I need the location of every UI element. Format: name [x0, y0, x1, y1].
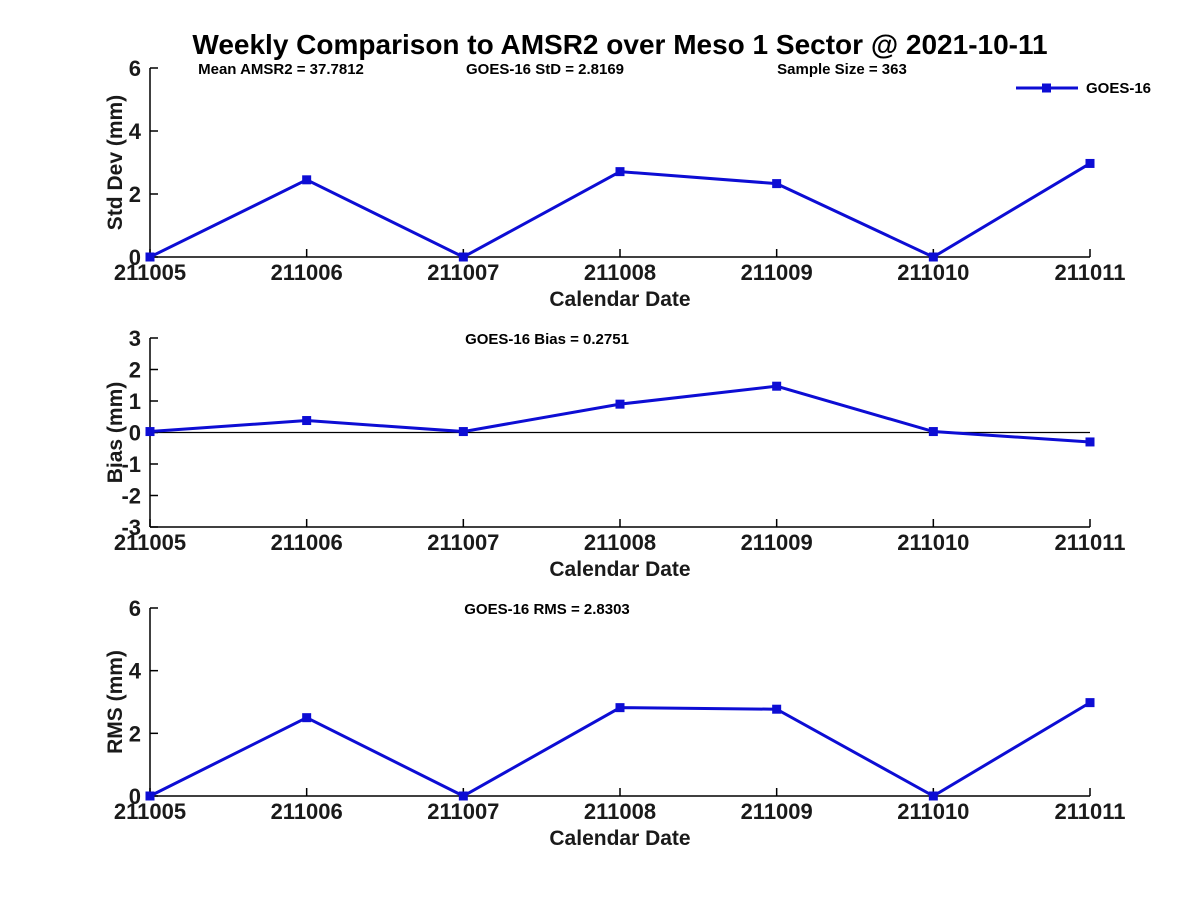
y-tick-label: 4	[129, 659, 142, 684]
y-tick-label: 0	[129, 245, 141, 270]
series-marker	[145, 252, 155, 262]
y-tick-label: 6	[129, 56, 141, 81]
x-axis-title: Calendar Date	[549, 558, 690, 581]
x-tick-label: 211010	[897, 799, 969, 824]
y-tick-label: 3	[129, 326, 141, 351]
x-tick-label: 211005	[114, 799, 186, 824]
series-marker	[928, 427, 938, 437]
legend-label: GOES-16	[1086, 79, 1152, 97]
x-tick-label: 211007	[427, 530, 499, 555]
x-tick-label: 211008	[584, 260, 656, 285]
y-axis-title: Bias (mm)	[104, 382, 127, 484]
series-marker	[145, 791, 155, 801]
annotation-text: Sample Size = 363	[777, 61, 907, 78]
legend: GOES-16	[1016, 79, 1151, 97]
annotation-text: GOES-16 Bias = 0.2751	[465, 331, 629, 348]
series-marker	[302, 416, 312, 426]
legend-line-marker-icon	[1016, 83, 1078, 93]
x-tick-label: 211005	[114, 530, 186, 555]
chart-title: Weekly Comparison to AMSR2 over Meso 1 S…	[192, 29, 1048, 60]
x-tick-label: 211007	[427, 260, 499, 285]
series-marker	[615, 703, 625, 713]
y-tick-label: 2	[129, 721, 141, 746]
y-tick-label: 4	[129, 119, 142, 144]
y-axis-title: Std Dev (mm)	[104, 95, 127, 230]
x-tick-label: 211011	[1055, 530, 1126, 555]
x-axis-title: Calendar Date	[549, 288, 690, 311]
series-marker	[928, 791, 938, 801]
series-marker	[458, 791, 468, 801]
y-axis-title: RMS (mm)	[104, 650, 127, 754]
x-tick-label: 211006	[271, 799, 343, 824]
series-marker	[772, 381, 782, 391]
series-marker	[145, 427, 155, 437]
series-marker	[458, 427, 468, 437]
x-tick-label: 211011	[1055, 799, 1126, 824]
series-marker	[1085, 158, 1095, 168]
series-marker	[772, 704, 782, 714]
series-marker	[615, 167, 625, 177]
annotation-text: Mean AMSR2 = 37.7812	[198, 61, 364, 78]
y-tick-label: 6	[129, 596, 141, 621]
series-line	[149, 701, 1091, 798]
x-tick-label: 211009	[741, 530, 813, 555]
y-tick-label: 1	[129, 389, 141, 414]
series-marker	[302, 175, 312, 185]
series-line	[149, 162, 1091, 259]
x-tick-label: 211006	[271, 530, 343, 555]
y-tick-label: 0	[129, 421, 141, 446]
series-marker	[1085, 437, 1095, 447]
x-tick-label: 211005	[114, 260, 186, 285]
y-tick-label: 2	[129, 182, 141, 207]
x-tick-label: 211007	[427, 799, 499, 824]
x-tick-label: 211006	[271, 260, 343, 285]
series-marker	[1085, 698, 1095, 708]
y-tick-label: -2	[121, 484, 141, 509]
x-tick-label: 211008	[584, 530, 656, 555]
series-marker	[302, 713, 312, 723]
y-tick-label: -1	[121, 452, 141, 477]
annotation-text: GOES-16 StD = 2.8169	[466, 61, 624, 78]
x-tick-label: 211009	[741, 260, 813, 285]
x-tick-label: 211010	[897, 260, 969, 285]
x-tick-label: 211009	[741, 799, 813, 824]
series-marker	[458, 252, 468, 262]
series-marker	[615, 399, 625, 409]
x-tick-label: 211011	[1055, 260, 1126, 285]
series-marker	[928, 252, 938, 262]
x-axis-title: Calendar Date	[549, 827, 690, 850]
x-tick-label: 211010	[897, 530, 969, 555]
y-tick-label: -3	[121, 515, 141, 540]
annotation-text: GOES-16 RMS = 2.8303	[464, 601, 630, 618]
series-marker	[772, 179, 782, 189]
series-line	[149, 384, 1091, 444]
y-tick-label: 2	[129, 358, 141, 383]
y-tick-label: 0	[129, 784, 141, 809]
x-tick-label: 211008	[584, 799, 656, 824]
